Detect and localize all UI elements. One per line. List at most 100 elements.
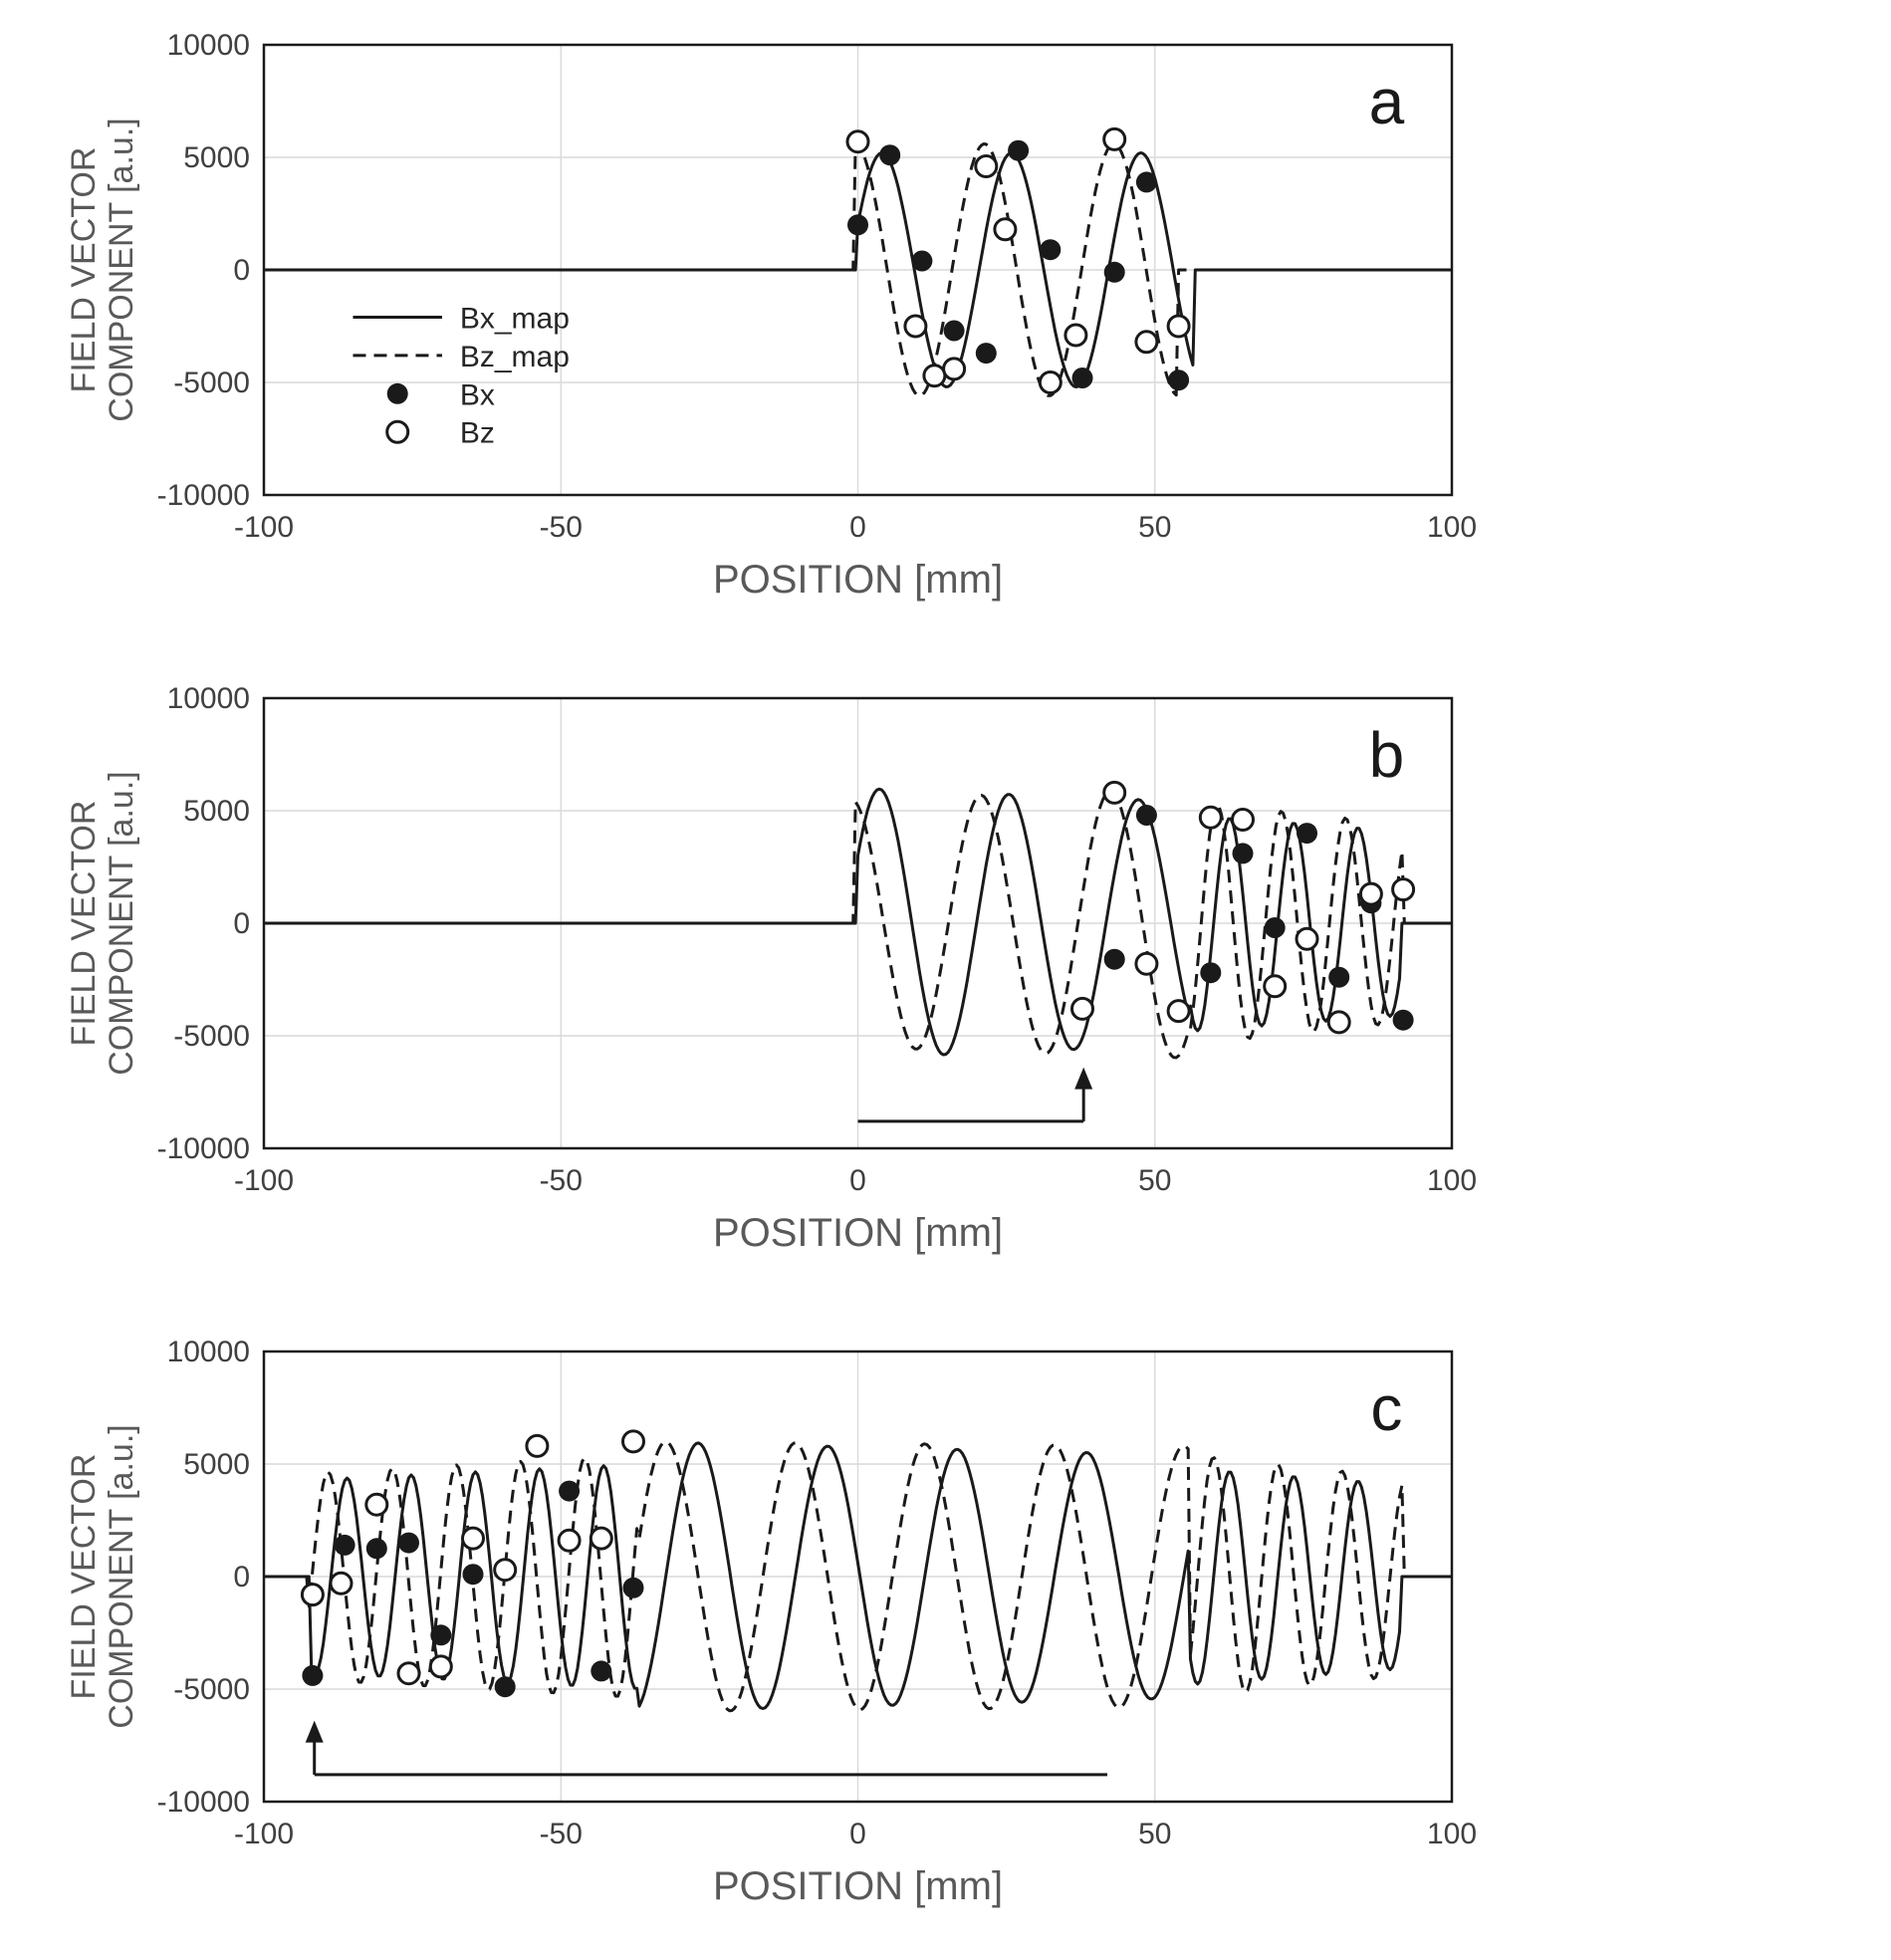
bz-marker — [1166, 314, 1191, 339]
bx-marker — [494, 1676, 516, 1698]
filled-circle-sample-icon — [386, 382, 408, 404]
bz-marker — [1102, 126, 1127, 151]
bx-marker — [1264, 917, 1286, 938]
y-tick-label: 5000 — [183, 795, 250, 828]
bz-marker — [525, 1433, 550, 1458]
x-axis-title: POSITION [mm] — [713, 1211, 1003, 1255]
bz-marker — [942, 357, 967, 381]
x-tick-label: 50 — [1138, 1818, 1171, 1850]
bx-marker — [430, 1624, 452, 1646]
bz-marker — [1102, 780, 1127, 805]
panel-letter: a — [1369, 66, 1405, 137]
y-tick-label: 10000 — [167, 29, 250, 62]
y-tick-label: 5000 — [183, 1448, 250, 1481]
legend-label: Bx — [460, 378, 495, 411]
x-tick-label: -50 — [540, 1818, 583, 1850]
plot-border — [262, 1349, 1454, 1804]
bz-marker — [1134, 951, 1159, 976]
panel-letter: c — [1370, 1372, 1402, 1444]
y-axis-title-line1: FIELD VECTOR — [65, 147, 103, 393]
x-tick-label: -100 — [234, 1818, 294, 1850]
y-axis-title: FIELD VECTORCOMPONENT [a.u.] — [65, 771, 140, 1075]
y-tick-label: -5000 — [173, 367, 250, 399]
bz-marker — [1358, 881, 1383, 906]
bz-marker — [1070, 996, 1094, 1021]
bz-marker — [1295, 926, 1319, 951]
bx-marker — [591, 1660, 612, 1682]
y-tick-label: -10000 — [157, 1786, 250, 1819]
bz-marker — [1134, 330, 1159, 355]
bx-marker — [462, 1564, 484, 1586]
x-tick-label: -50 — [540, 1164, 583, 1197]
bx-marker — [1071, 368, 1093, 388]
bx-marker — [1103, 948, 1125, 970]
bz-marker — [1038, 370, 1063, 394]
bx-marker — [1008, 139, 1030, 161]
plot-border — [262, 696, 1454, 1150]
bz-marker — [428, 1654, 453, 1679]
svg-text:FIELD VECTORCOMPONENT [a.u.]: FIELD VECTORCOMPONENT [a.u.] — [65, 118, 140, 421]
y-tick-label: 10000 — [167, 1336, 250, 1368]
bx-marker — [847, 214, 868, 236]
bx-marker — [1135, 171, 1157, 193]
bz-marker — [845, 129, 870, 154]
y-tick-label: -10000 — [157, 479, 250, 512]
bz-marker — [993, 217, 1018, 242]
panel-c: c -100 -50 0 50 100 -10000 -5000 0 5000 10000 POSIT… — [0, 1307, 1891, 1960]
series-bz-map-line — [264, 789, 1452, 1060]
chart-c: c -100 -50 0 50 100 -10000 -5000 0 5000 10000 POSIT… — [65, 1336, 1477, 1908]
bx-marker — [1232, 843, 1254, 864]
bz-marker — [621, 1429, 645, 1454]
legend-entry-bx: Bx — [386, 378, 495, 411]
arrowhead-up-icon — [1074, 1067, 1093, 1090]
bz-marker — [300, 1583, 325, 1607]
legend-label: Bz_map — [460, 341, 570, 373]
bz-marker — [589, 1526, 613, 1551]
bz-marker — [922, 364, 947, 388]
arrowhead-up-icon — [305, 1720, 324, 1743]
scan-range-arrow — [857, 1067, 1093, 1123]
x-tick-label: -100 — [234, 1164, 294, 1197]
bz-marker — [1064, 323, 1088, 348]
bz-marker — [903, 314, 928, 339]
x-tick-label: 100 — [1427, 1164, 1477, 1197]
bz-marker — [461, 1526, 485, 1551]
x-tick-label: -50 — [540, 511, 583, 544]
bx-marker — [1040, 239, 1062, 261]
bz-marker — [1166, 999, 1191, 1024]
open-circle-sample-icon — [385, 419, 410, 444]
legend-label: Bz — [460, 417, 495, 450]
x-tick-label: 0 — [849, 511, 866, 544]
scan-range-arrow — [305, 1720, 1108, 1777]
bx-marker — [334, 1534, 355, 1556]
y-tick-label: 5000 — [183, 141, 250, 174]
y-axis-title-line2: COMPONENT [a.u.] — [103, 771, 140, 1075]
bx-marker — [1392, 1009, 1414, 1031]
bx-marker — [879, 144, 901, 166]
y-axis-title-line1: FIELD VECTOR — [65, 801, 103, 1047]
bz-marker — [329, 1571, 354, 1595]
x-tick-label: 50 — [1138, 1164, 1171, 1197]
y-tick-label: 10000 — [167, 682, 250, 715]
bz-marker — [1263, 974, 1288, 999]
bx-marker — [622, 1577, 644, 1598]
bx-marker — [943, 320, 965, 342]
y-tick-label: -5000 — [173, 1673, 250, 1706]
x-tick-label: 100 — [1427, 511, 1477, 544]
x-tick-label: 0 — [849, 1818, 866, 1850]
bz-marker — [364, 1492, 389, 1517]
panel-b: b -100 -50 0 50 100 -10000 -5000 0 5000 10000 POSIT… — [0, 653, 1891, 1307]
bz-marker — [396, 1661, 421, 1686]
series-bx-map-line — [264, 1441, 1452, 1710]
y-axis-title-line2: COMPONENT [a.u.] — [103, 118, 140, 421]
legend-entry-bz: Bz — [385, 417, 495, 450]
bz-marker — [557, 1528, 582, 1553]
bx-marker — [1200, 962, 1222, 984]
bx-marker — [1135, 805, 1157, 826]
y-tick-label: 0 — [233, 907, 250, 940]
bx-marker — [1103, 261, 1125, 283]
bx-marker — [975, 343, 997, 365]
bx-marker — [911, 250, 933, 272]
y-axis-title-line1: FIELD VECTOR — [65, 1454, 103, 1700]
